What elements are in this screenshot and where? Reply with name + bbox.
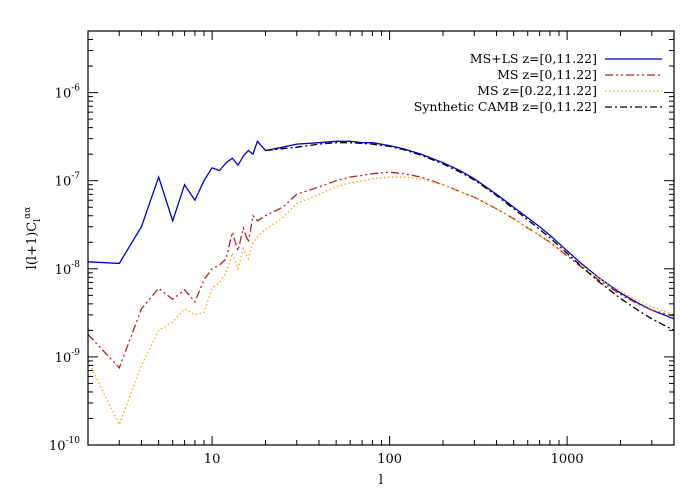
legend-label-0: MS+LS z=[0,11.22] [470,51,597,66]
series-line-3 [265,142,674,331]
y-tick-label: 10-9 [55,348,81,366]
y-tick-label: 10-7 [55,172,81,190]
legend: MS+LS z=[0,11.22]MS z=[0,11.22]MS z=[0.2… [414,51,662,114]
x-tick-label: 100 [377,452,402,467]
y-tick-label: 10-6 [55,84,81,102]
y-axis-label-superscript: αα [23,207,33,219]
series-layer [88,140,674,427]
y-ticks: 10-10 10-9 10-8 10-7 10-6 [49,30,674,454]
x-ticks: 10 100 1000 [87,31,675,467]
y-tick-label: 10-8 [55,260,81,278]
x-axis-label: l [379,473,383,488]
x-tick-label: 10 [204,452,221,467]
x-tick-label: 1000 [551,452,584,467]
legend-label-1: MS z=[0,11.22] [497,67,597,82]
series-line-1 [88,171,674,370]
series-line-2 [88,176,674,427]
y-tick-label: 10-10 [49,436,80,454]
legend-label-3: Synthetic CAMB z=[0,11.22] [414,99,597,114]
y-axis-label-subscript: l [33,219,43,222]
y-axis-label-base: l(l+1)C [25,222,40,270]
y-axis-label: l(l+1)Clαα [23,207,43,270]
series-line-0 [88,140,674,320]
legend-label-2: MS z=[0.22,11.22] [477,83,597,98]
